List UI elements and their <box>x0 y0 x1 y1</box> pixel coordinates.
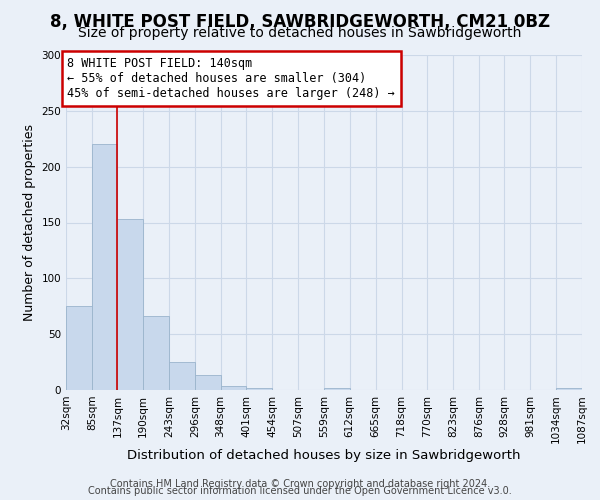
Bar <box>195 376 221 390</box>
Text: 8, WHITE POST FIELD, SAWBRIDGEWORTH, CM21 0BZ: 8, WHITE POST FIELD, SAWBRIDGEWORTH, CM2… <box>50 12 550 30</box>
Bar <box>169 362 195 390</box>
Bar <box>66 306 92 390</box>
Bar <box>118 219 143 390</box>
Text: Contains public sector information licensed under the Open Government Licence v3: Contains public sector information licen… <box>88 486 512 496</box>
Bar <box>324 388 350 390</box>
X-axis label: Distribution of detached houses by size in Sawbridgeworth: Distribution of detached houses by size … <box>127 449 521 462</box>
Y-axis label: Number of detached properties: Number of detached properties <box>23 124 36 321</box>
Bar <box>92 144 118 390</box>
Text: Contains HM Land Registry data © Crown copyright and database right 2024.: Contains HM Land Registry data © Crown c… <box>110 479 490 489</box>
Text: 8 WHITE POST FIELD: 140sqm
← 55% of detached houses are smaller (304)
45% of sem: 8 WHITE POST FIELD: 140sqm ← 55% of deta… <box>67 57 395 100</box>
Bar <box>221 386 247 390</box>
Text: Size of property relative to detached houses in Sawbridgeworth: Size of property relative to detached ho… <box>79 26 521 40</box>
Bar <box>247 388 272 390</box>
Bar <box>143 316 169 390</box>
Bar <box>556 388 582 390</box>
